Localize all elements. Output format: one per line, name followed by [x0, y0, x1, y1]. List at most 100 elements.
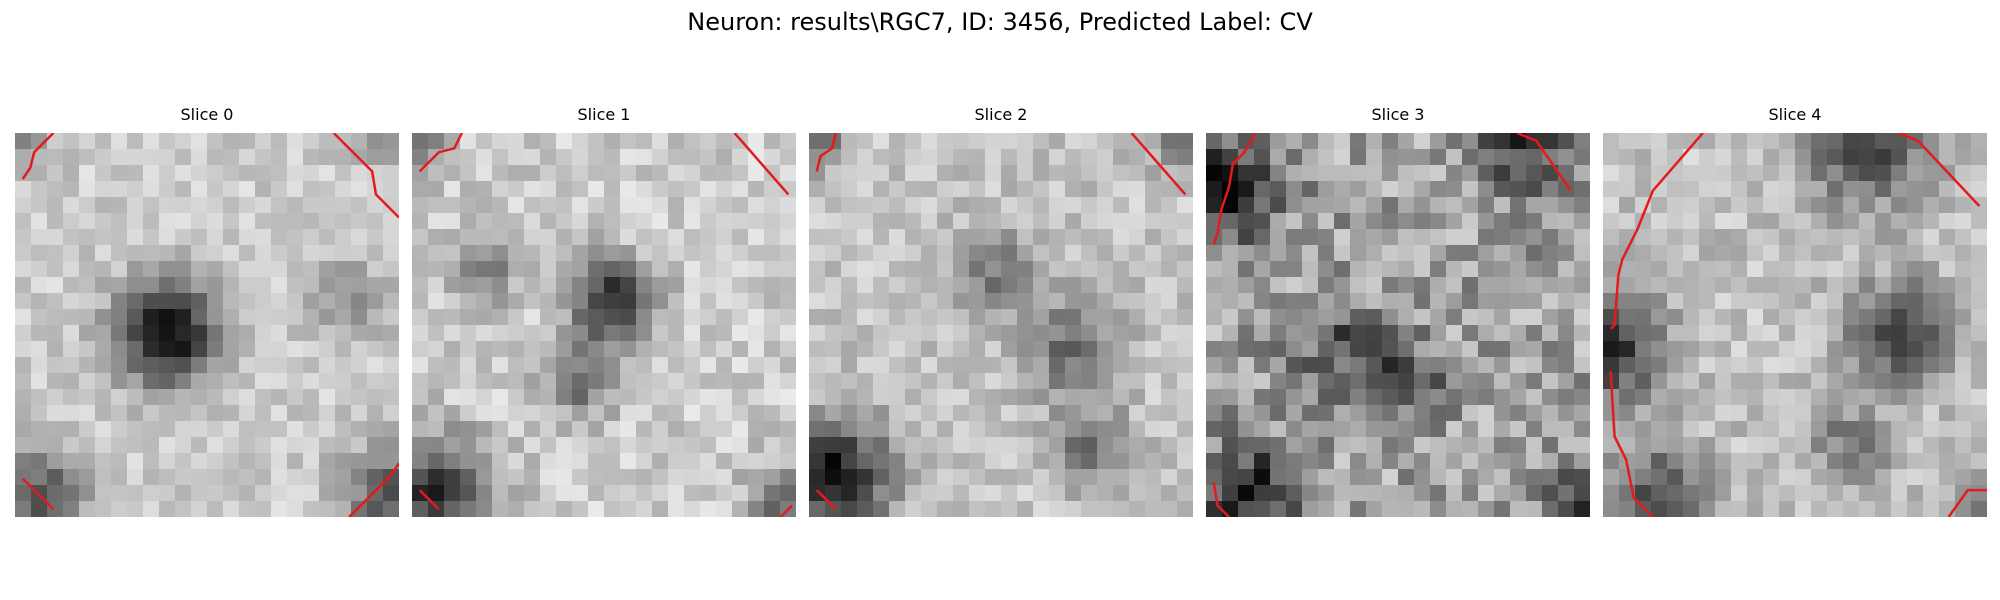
pixel: [985, 261, 1001, 277]
pixel: [1430, 373, 1446, 389]
pixel: [524, 373, 540, 389]
pixel: [732, 245, 748, 261]
pixel: [1302, 453, 1318, 469]
pixel: [1398, 261, 1414, 277]
pixel: [684, 357, 700, 373]
pixel: [444, 229, 460, 245]
pixel: [1017, 421, 1033, 437]
pixel: [1145, 437, 1161, 453]
pixel: [604, 149, 620, 165]
pixel: [1843, 469, 1859, 485]
pixel: [79, 357, 95, 373]
pixel: [716, 213, 732, 229]
pixel: [873, 373, 889, 389]
pixel: [1747, 149, 1763, 165]
pixel: [620, 181, 636, 197]
pixel: [1462, 389, 1478, 405]
pixel: [1238, 453, 1254, 469]
pixel: [1177, 277, 1193, 293]
pixel: [668, 165, 684, 181]
pixel: [1206, 405, 1222, 421]
pixel: [1763, 133, 1779, 149]
pixel: [684, 485, 700, 501]
pixel: [1651, 277, 1667, 293]
pixel: [47, 181, 63, 197]
pixel: [636, 277, 652, 293]
pixel: [1350, 149, 1366, 165]
pixel: [1254, 229, 1270, 245]
pixel: [1667, 501, 1683, 517]
pixel: [857, 261, 873, 277]
pixel: [1398, 421, 1414, 437]
pixel: [1097, 469, 1113, 485]
pixel: [1478, 149, 1494, 165]
pixel: [700, 309, 716, 325]
pixel: [921, 501, 937, 517]
pixel: [319, 469, 335, 485]
pixel: [1081, 149, 1097, 165]
pixel: [700, 501, 716, 517]
pixel: [1667, 389, 1683, 405]
pixel: [1494, 229, 1510, 245]
pixel: [1715, 501, 1731, 517]
pixel: [1049, 405, 1065, 421]
pixel: [1382, 229, 1398, 245]
pixel: [556, 469, 572, 485]
slice-title-2: Slice 2: [974, 105, 1028, 124]
pixel: [319, 325, 335, 341]
pixel: [857, 181, 873, 197]
pixel: [1763, 325, 1779, 341]
pixel: [937, 197, 953, 213]
pixel: [191, 229, 207, 245]
pixel: [1222, 389, 1238, 405]
slice-panel-3: Slice 3: [1206, 105, 1590, 517]
pixel: [31, 501, 47, 517]
pixel: [636, 197, 652, 213]
pixel: [1334, 341, 1350, 357]
pixel: [668, 325, 684, 341]
pixel: [1129, 341, 1145, 357]
pixel: [143, 309, 159, 325]
pixel: [1811, 181, 1827, 197]
pixel: [1177, 309, 1193, 325]
pixel: [1747, 229, 1763, 245]
pixel: [809, 469, 825, 485]
pixel: [1526, 229, 1542, 245]
pixel: [271, 133, 287, 149]
pixel: [191, 277, 207, 293]
pixel: [63, 389, 79, 405]
pixel: [1811, 309, 1827, 325]
pixel: [1558, 149, 1574, 165]
pixel: [1049, 485, 1065, 501]
pixel: [444, 261, 460, 277]
pixel: [1081, 277, 1097, 293]
pixel: [1747, 437, 1763, 453]
pixel: [1939, 389, 1955, 405]
pixel: [1097, 437, 1113, 453]
pixel: [31, 437, 47, 453]
pixel: [604, 229, 620, 245]
pixel: [1161, 213, 1177, 229]
pixel: [1302, 341, 1318, 357]
pixel: [223, 405, 239, 421]
pixel: [1081, 389, 1097, 405]
pixel: [841, 373, 857, 389]
pixel: [335, 181, 351, 197]
pixel: [1875, 453, 1891, 469]
pixel: [985, 437, 1001, 453]
pixel: [1763, 245, 1779, 261]
pixel: [1971, 341, 1987, 357]
pixel: [1286, 453, 1302, 469]
pixel: [604, 421, 620, 437]
pixel: [1526, 197, 1542, 213]
pixel: [1334, 421, 1350, 437]
pixel: [1334, 149, 1350, 165]
pixel: [953, 421, 969, 437]
pixel: [1907, 181, 1923, 197]
pixel: [271, 485, 287, 501]
pixel: [873, 229, 889, 245]
pixel: [303, 469, 319, 485]
pixel: [1334, 293, 1350, 309]
pixel: [1286, 229, 1302, 245]
pixel: [1446, 485, 1462, 501]
